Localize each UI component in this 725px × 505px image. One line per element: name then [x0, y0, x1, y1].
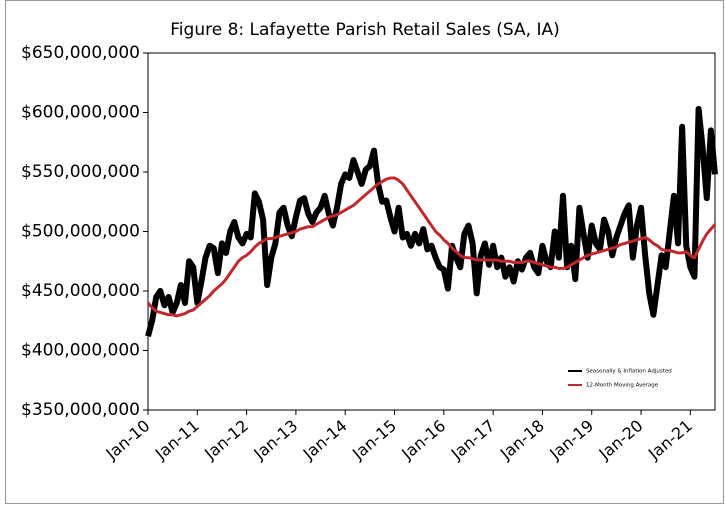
y-tick-label: $500,000,000 — [21, 222, 140, 242]
y-tick-label: $550,000,000 — [21, 162, 140, 182]
legend-label: 12-Month Moving Average — [586, 383, 659, 389]
legend-label: Seasonally & Inflation Adjusted — [586, 369, 672, 375]
y-tick-label: $450,000,000 — [21, 281, 140, 301]
y-tick-label: $650,000,000 — [21, 43, 140, 63]
y-tick-label: $400,000,000 — [21, 341, 140, 361]
series-line — [145, 105, 718, 337]
y-tick-label: $600,000,000 — [21, 103, 140, 123]
chart-title: Figure 8: Lafayette Parish Retail Sales … — [170, 20, 559, 40]
series-line — [146, 176, 717, 318]
y-tick-label: $350,000,000 — [21, 400, 140, 420]
